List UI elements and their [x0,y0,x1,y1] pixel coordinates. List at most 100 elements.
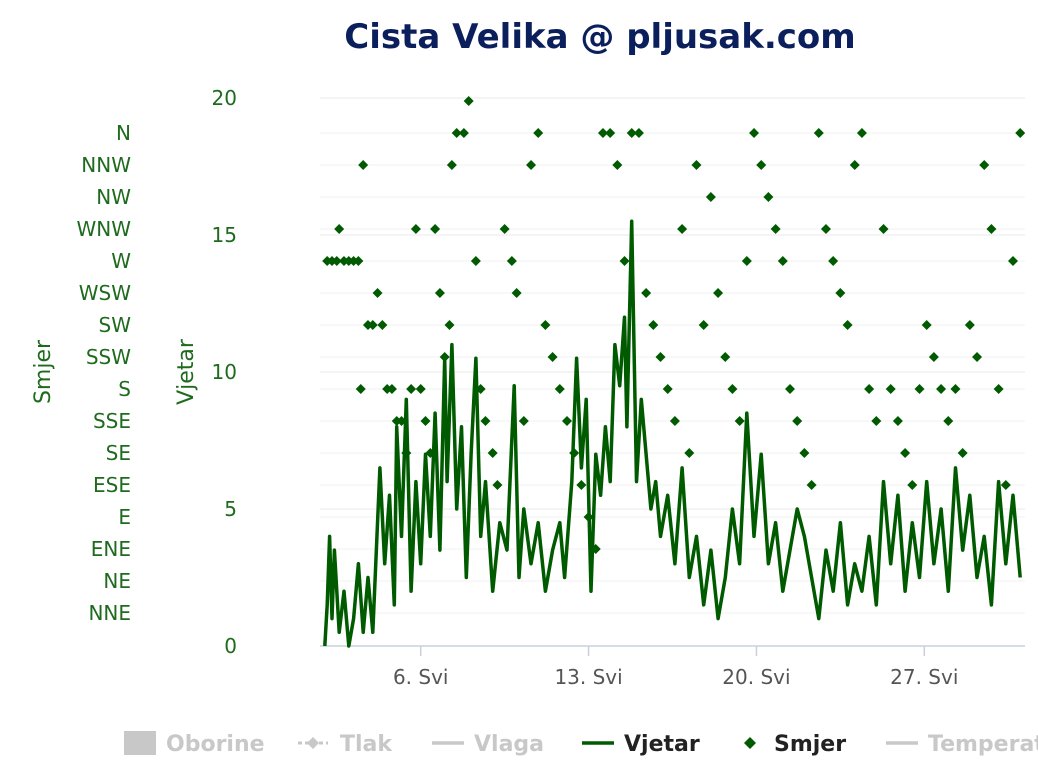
direction-point [662,384,673,394]
legend-label: Temperat [928,732,1038,757]
direction-point [1000,480,1011,490]
direction-point [444,320,455,330]
direction-tick-label: WNW [76,217,131,241]
legend-label: Oborine [166,732,265,757]
direction-point [820,224,831,234]
direction-point [641,288,652,298]
direction-point [892,416,903,426]
direction-point [806,480,817,490]
direction-point [777,256,788,266]
direction-tick-label: ENE [91,537,131,561]
direction-point [979,160,990,170]
direction-point [871,416,882,426]
legend-label: Vjetar [624,732,700,757]
direction-point [590,544,601,554]
direction-point [583,512,594,522]
direction-point [1008,256,1019,266]
direction-point [677,224,688,234]
direction-point [487,448,498,458]
direction-point [415,384,426,394]
direction-point [358,160,369,170]
direction-tick-label: SE [106,441,131,465]
legend-symbol [744,737,756,749]
direction-point [785,384,795,394]
wind-tick-label: 0 [224,634,237,658]
legend-label: Tlak [340,732,393,757]
direction-point [475,384,486,394]
direction-point [943,416,954,426]
direction-point [569,448,580,458]
direction-tick-label: NW [96,185,131,209]
direction-point [372,288,383,298]
direction-point [878,224,889,234]
direction-point [684,448,695,458]
direction-point [792,416,803,426]
direction-point [993,384,1004,394]
direction-tick-label: WSW [79,281,131,305]
direction-point [446,160,457,170]
wind-tick-label: 15 [212,223,237,247]
direction-point [377,320,388,330]
direction-point [669,416,680,426]
direction-point [705,192,716,202]
legend: Oborine Tlak Vlaga Vjetar Smjer Temperat [124,731,1038,757]
chart-title: Cista Velika @ pljusak.com [344,17,855,57]
direction-point [518,416,529,426]
direction-point [828,256,839,266]
direction-point [430,224,441,234]
direction-point [914,384,925,394]
direction-point [439,352,450,362]
x-tick-label: 6. Svi [393,665,449,689]
direction-tick-label: N [116,121,131,145]
direction-point [355,384,366,394]
x-tick-label: 13. Svi [554,665,622,689]
direction-point [463,96,474,106]
direction-point [741,256,752,266]
direction-tick-label: W [111,249,131,273]
direction-point [511,288,522,298]
direction-tick-label: NE [103,569,131,593]
direction-point [540,320,551,330]
direction-point [526,160,537,170]
direction-point [367,320,378,330]
direction-tick-label: NNE [88,601,131,625]
direction-point [410,224,421,234]
direction-point [763,192,774,202]
direction-tick-label: NNW [81,153,131,177]
direction-point [470,256,481,266]
direction-point [547,352,558,362]
direction-tick-label: E [118,505,131,529]
direction-point [900,448,911,458]
direction-point [986,224,997,234]
direction-point [720,352,731,362]
legend-label: Vlaga [474,732,544,757]
direction-point [799,448,810,458]
direction-point [331,256,342,266]
direction-point [734,416,745,426]
direction-tick-label: SSE [93,409,131,433]
direction-point [713,288,724,298]
legend-symbol [124,731,156,755]
direction-point [950,384,961,394]
direction-point [885,384,896,394]
direction-point [957,448,968,458]
direction-tick-label: S [118,377,131,401]
direction-point [936,384,947,394]
wind-speed-line [323,219,1022,648]
direction-tick-label: SSW [86,345,131,369]
direction-point [727,384,738,394]
direction-point [756,160,767,170]
direction-point [386,384,397,394]
legend-label: Smjer [774,732,846,757]
direction-point [626,128,637,138]
direction-point [492,480,503,490]
direction-point [506,256,517,266]
direction-tick-label: SW [99,313,132,337]
direction-point [605,128,616,138]
direction-point [458,128,469,138]
direction-point [691,160,702,170]
wind-tick-label: 20 [212,86,237,110]
direction-point [425,448,436,458]
direction-point [770,224,781,234]
